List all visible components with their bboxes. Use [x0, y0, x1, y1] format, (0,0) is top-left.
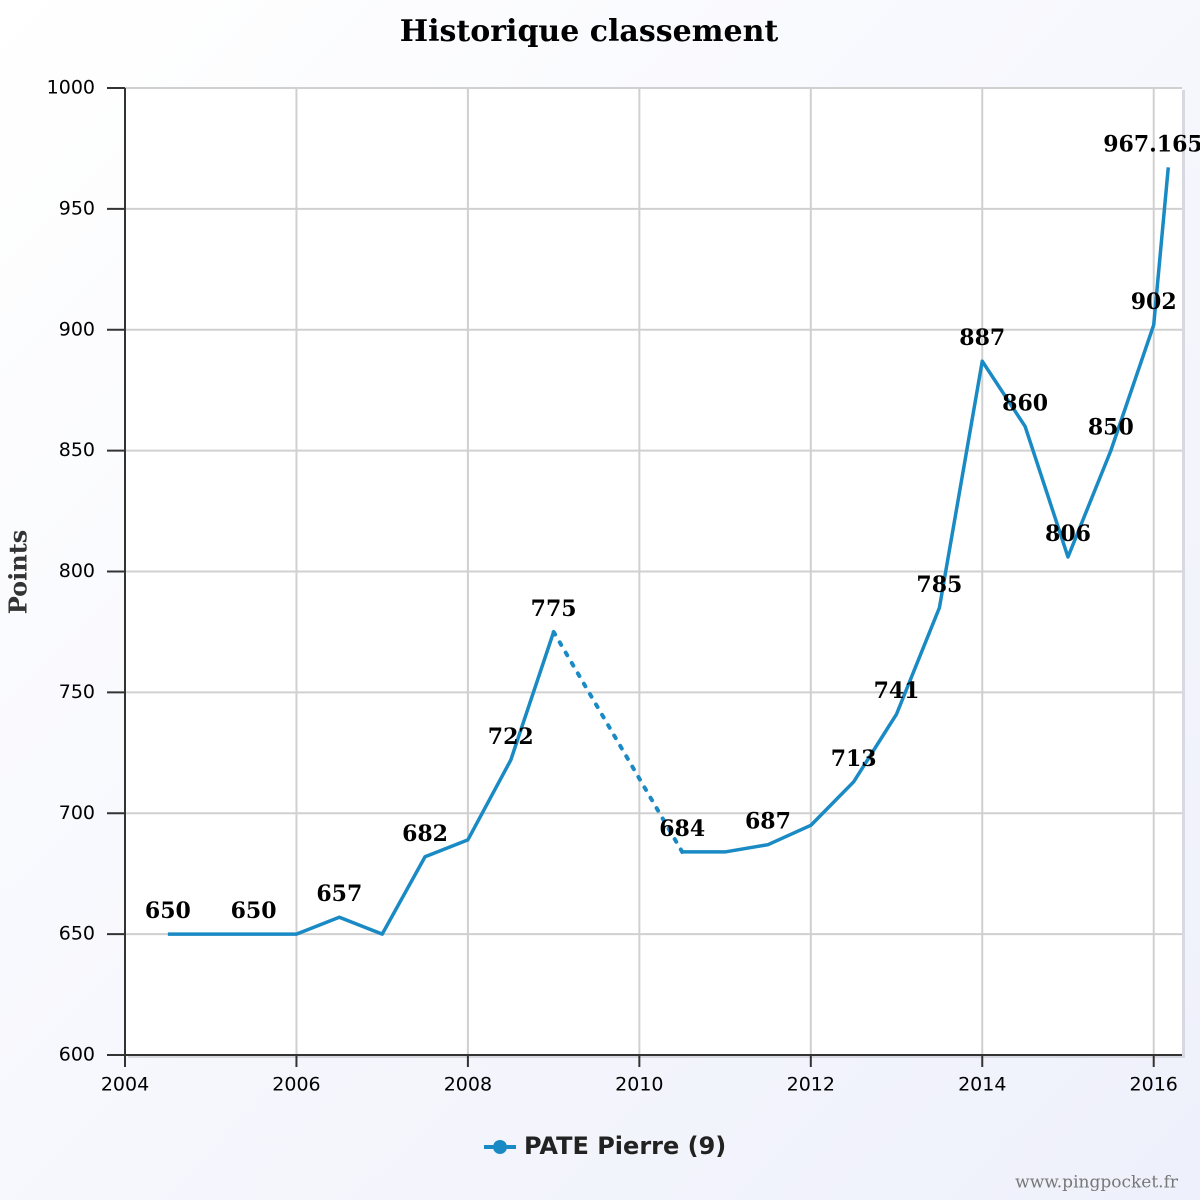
series-line	[167, 631, 556, 936]
data-label: 860	[1002, 390, 1048, 416]
footer: www.pingpocket.fr	[1015, 1173, 1179, 1193]
y-tick-label: 800	[59, 560, 95, 582]
y-tick-label: 900	[59, 318, 95, 340]
data-label: 722	[488, 724, 534, 750]
data-label: 967.16504	[1103, 131, 1200, 157]
data-label: 650	[231, 898, 277, 924]
data-label: 713	[831, 746, 877, 772]
x-tick-label: 2014	[958, 1074, 1006, 1096]
legend-label[interactable]: PATE Pierre (9)	[524, 1132, 726, 1160]
y-tick-label: 1000	[47, 77, 95, 99]
y-tick-label: 700	[59, 802, 95, 824]
data-label: 806	[1045, 521, 1091, 547]
y-tick-label: 600	[59, 1044, 95, 1066]
y-tick-label: 850	[59, 439, 95, 461]
y-tick-label: 650	[59, 923, 95, 945]
y-tick-label: 750	[59, 681, 95, 703]
y-tick-label: 950	[59, 197, 95, 219]
x-tick-label: 2008	[444, 1074, 492, 1096]
x-tick-label: 2006	[272, 1074, 320, 1096]
x-tick-label: 2016	[1130, 1074, 1178, 1096]
data-label: 650	[145, 898, 191, 924]
data-label: 657	[316, 881, 362, 907]
x-tick-label: 2010	[615, 1074, 663, 1096]
data-label: 850	[1088, 415, 1134, 441]
y-axis-title: Points	[4, 530, 33, 615]
data-label: 741	[874, 678, 920, 704]
legend-marker	[493, 1140, 507, 1154]
data-label: 687	[745, 809, 791, 835]
x-tick-label: 2012	[787, 1074, 835, 1096]
data-label: 684	[659, 816, 705, 842]
legend[interactable]: PATE Pierre (9)	[484, 1132, 726, 1160]
data-label: 682	[402, 821, 448, 847]
data-label: 785	[916, 572, 962, 598]
data-label: 902	[1131, 289, 1177, 315]
data-label: 775	[531, 596, 577, 622]
data-label: 887	[959, 325, 1005, 351]
x-tick-label: 2004	[101, 1074, 149, 1096]
series-line	[682, 167, 1171, 854]
chart-title: Historique classement	[400, 14, 779, 49]
